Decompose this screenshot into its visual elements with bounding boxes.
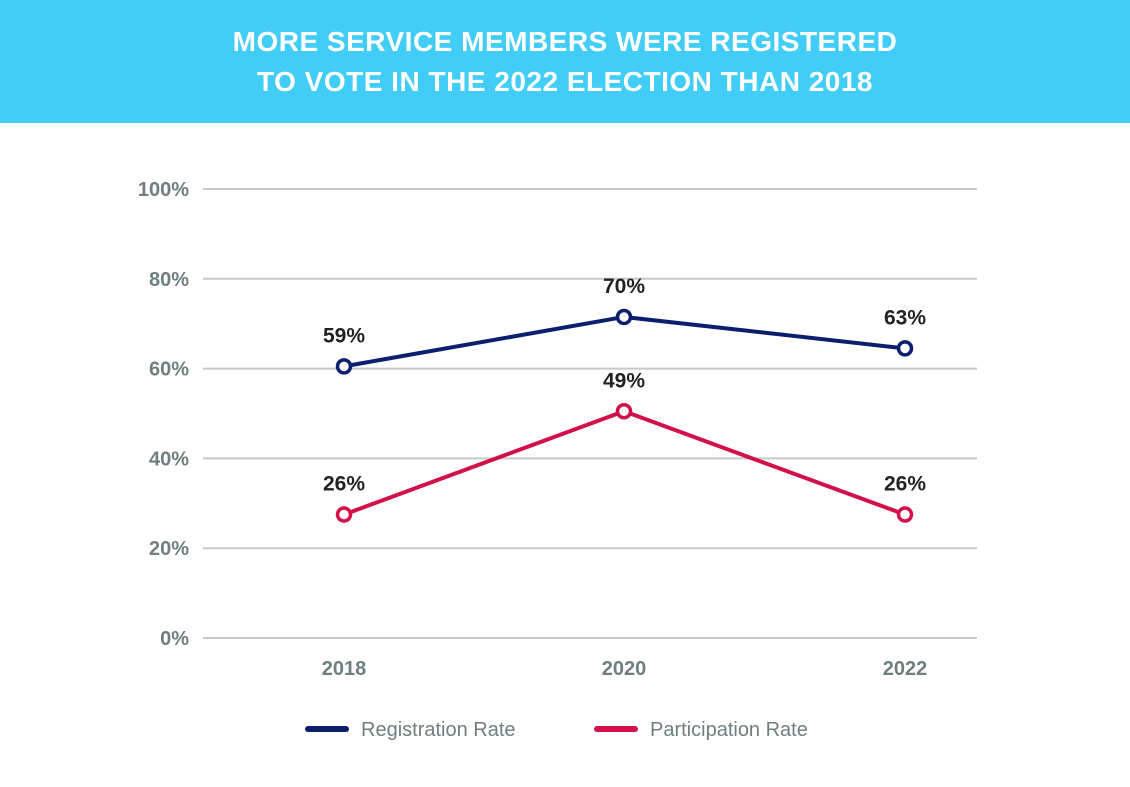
series-line-1 — [343, 409, 906, 517]
y-axis-tick-labels: 0% 20% 40% 60% 80% 100% — [138, 179, 189, 650]
data-point — [615, 308, 633, 326]
y-tick-label: 0% — [160, 628, 189, 650]
data-point — [896, 506, 914, 523]
data-label: 49% — [603, 369, 645, 392]
data-label: 26% — [323, 473, 365, 496]
x-tick-label: 2018 — [322, 658, 367, 680]
data-point — [896, 340, 914, 357]
data-label: 59% — [323, 324, 365, 347]
x-tick-label: 2020 — [602, 658, 647, 680]
data-label: 70% — [603, 275, 645, 298]
data-point — [615, 403, 633, 420]
data-point — [335, 506, 353, 523]
y-tick-label: 40% — [149, 448, 189, 470]
grid-lines — [203, 188, 977, 639]
y-tick-label: 100% — [138, 179, 189, 201]
y-tick-label: 20% — [149, 538, 189, 560]
data-label: 63% — [884, 306, 926, 329]
x-tick-label: 2022 — [883, 658, 928, 680]
y-tick-label: 80% — [149, 269, 189, 291]
data-point — [335, 358, 353, 375]
series-lines — [335, 308, 914, 523]
legend: Registration Rate Participation Rate — [305, 719, 808, 741]
data-label: 26% — [884, 473, 926, 496]
y-tick-label: 60% — [149, 359, 189, 381]
legend-label: Participation Rate — [650, 719, 808, 741]
data-labels: 59% 70% 63% 26% 49% 26% — [323, 275, 926, 496]
legend-label: Registration Rate — [361, 719, 516, 741]
x-axis-tick-labels: 2018 2020 2022 — [322, 658, 928, 680]
chart-title-line-1: MORE SERVICE MEMBERS WERE REGISTERED — [232, 25, 898, 57]
chart-title-line-2: TO VOTE IN THE 2022 ELECTION THAN 2018 — [257, 65, 873, 97]
title-banner: MORE SERVICE MEMBERS WERE REGISTERED TO … — [0, 0, 1130, 123]
